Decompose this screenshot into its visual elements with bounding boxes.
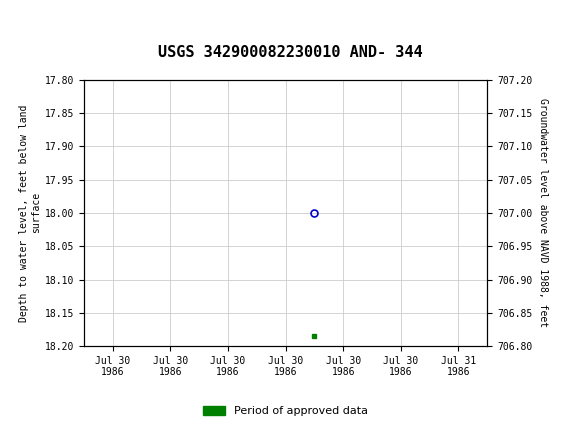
- Text: USGS 342900082230010 AND- 344: USGS 342900082230010 AND- 344: [158, 45, 422, 60]
- Y-axis label: Groundwater level above NAVD 1988, feet: Groundwater level above NAVD 1988, feet: [538, 98, 548, 327]
- Legend: Period of approved data: Period of approved data: [198, 402, 372, 421]
- Y-axis label: Depth to water level, feet below land
surface: Depth to water level, feet below land su…: [19, 104, 41, 322]
- Text: USGS: USGS: [67, 10, 122, 28]
